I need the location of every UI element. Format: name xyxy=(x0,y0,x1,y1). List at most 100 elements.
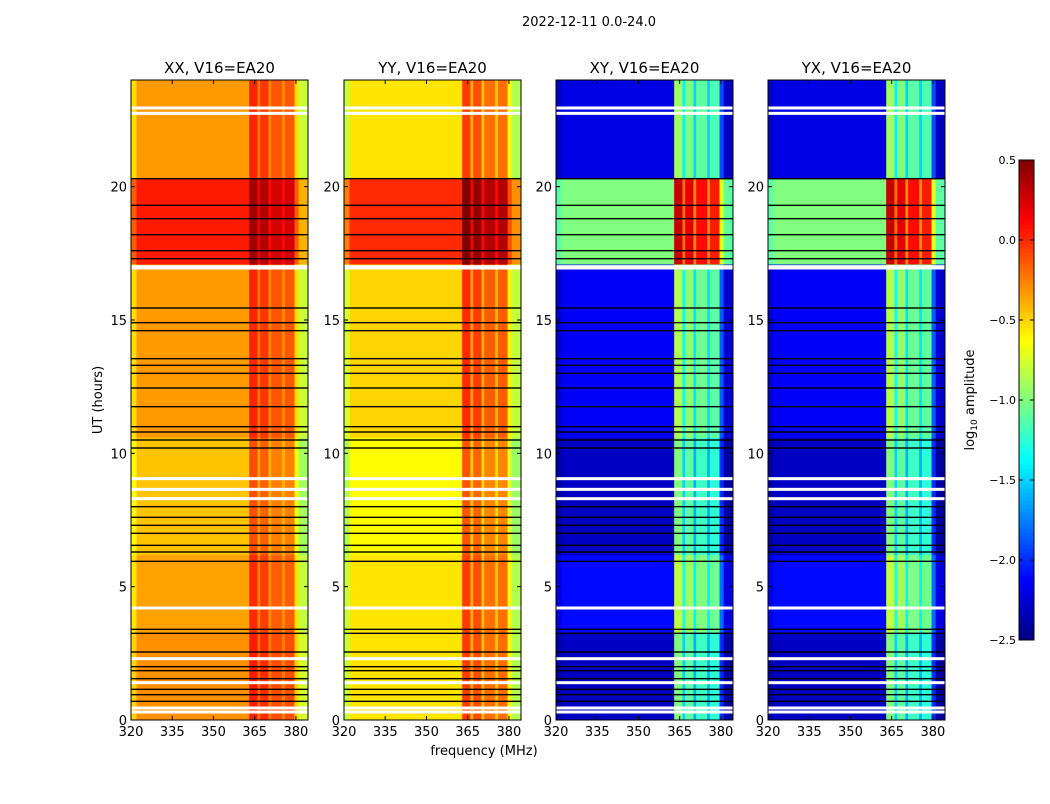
heatmap-cell xyxy=(282,178,286,265)
colorbar-segment xyxy=(1019,636,1034,641)
heatmap-cell xyxy=(136,264,250,438)
flag-line-white xyxy=(131,477,308,481)
heatmap-cell xyxy=(282,632,286,721)
heatmap-cell xyxy=(707,437,711,556)
colorbar-segment xyxy=(1019,184,1034,189)
flag-line-black xyxy=(344,532,521,535)
colorbar-segment xyxy=(1019,388,1034,393)
heatmap-cell xyxy=(709,80,721,180)
colorbar-label: log10 amplitude xyxy=(963,349,980,450)
flag-line-black xyxy=(768,677,945,680)
heatmap-cell xyxy=(298,632,309,721)
flag-line-black xyxy=(556,372,733,375)
flag-line-white xyxy=(768,265,945,269)
colorbar-segment xyxy=(1019,176,1034,181)
flag-line-black xyxy=(344,439,521,441)
flag-line-black xyxy=(556,532,733,535)
flag-line-black xyxy=(556,387,733,389)
y-tick-label: 5 xyxy=(332,581,340,596)
colorbar-segment xyxy=(1019,232,1034,237)
heatmap-cell xyxy=(268,554,272,633)
colorbar-segment xyxy=(1019,536,1034,541)
heatmap-cell xyxy=(561,554,675,633)
flag-line-white xyxy=(344,106,521,110)
colorbar-segment xyxy=(1019,600,1034,605)
heatmap-cell xyxy=(260,264,269,438)
colorbar-segment xyxy=(1019,272,1034,277)
x-tick-label: 365 xyxy=(879,725,904,740)
flag-line-black xyxy=(768,632,945,635)
flag-line-black xyxy=(556,249,733,252)
heatmap-cell xyxy=(497,437,509,556)
colorbar-segment xyxy=(1019,400,1034,405)
heatmap-cell xyxy=(935,80,946,180)
colorbar-segment xyxy=(1019,284,1034,289)
flag-line-black xyxy=(344,431,521,433)
heatmap-cell xyxy=(257,437,261,556)
flag-line-white xyxy=(344,710,521,714)
flag-line-black xyxy=(344,560,521,563)
heatmap-cell xyxy=(495,264,499,438)
colorbar-segment xyxy=(1019,320,1034,325)
flag-line-black xyxy=(131,439,308,441)
x-tick-label: 335 xyxy=(373,725,398,740)
heatmap-cell xyxy=(282,264,286,438)
heatmap-cell xyxy=(481,80,485,180)
flag-line-white xyxy=(556,706,733,710)
heatmap-cell xyxy=(768,632,774,721)
flag-line-black xyxy=(556,524,733,527)
flag-line-black xyxy=(768,387,945,389)
y-tick-label: 5 xyxy=(756,581,764,596)
heatmap-cell xyxy=(260,437,269,556)
colorbar-segment xyxy=(1019,404,1034,409)
heatmap-cell xyxy=(897,264,906,438)
flag-line-black xyxy=(344,651,521,653)
flag-line-black xyxy=(768,688,945,691)
heatmap-cell xyxy=(693,178,697,265)
heatmap-cell xyxy=(707,554,711,633)
heatmap-cell xyxy=(136,632,250,721)
flag-line-black xyxy=(131,217,308,220)
heatmap-cell xyxy=(723,264,734,438)
heatmap-cell xyxy=(709,437,721,556)
flag-line-black xyxy=(768,357,945,360)
colorbar-segment xyxy=(1019,576,1034,581)
heatmap-cell xyxy=(921,632,933,721)
y-tick-label: 20 xyxy=(323,181,340,196)
heatmap-cell xyxy=(905,80,909,180)
colorbar-segment xyxy=(1019,580,1034,585)
flag-line-black xyxy=(344,307,521,309)
flag-line-black xyxy=(344,233,521,236)
colorbar-segment xyxy=(1019,328,1034,333)
colorbar-segment xyxy=(1019,504,1034,509)
flag-line-white xyxy=(131,657,308,661)
y-tick-label: 10 xyxy=(747,447,764,462)
y-axis-label: UT (hours) xyxy=(91,366,106,434)
heatmap-cell xyxy=(908,632,920,721)
flag-line-black xyxy=(768,516,945,519)
flag-line-black xyxy=(556,405,733,408)
flag-line-black xyxy=(556,364,733,367)
heatmap-cell xyxy=(507,80,513,180)
colorbar-segment xyxy=(1019,248,1034,253)
colorbar-segment xyxy=(1019,340,1034,345)
heatmap-cell xyxy=(723,80,734,180)
flag-line-black xyxy=(556,307,733,309)
heatmap-cell xyxy=(556,554,562,633)
flag-line-black xyxy=(768,233,945,236)
flag-line-black xyxy=(556,233,733,236)
flag-line-black xyxy=(344,425,521,428)
flag-line-white xyxy=(344,497,521,501)
flag-line-black xyxy=(768,372,945,375)
heatmap-cell xyxy=(905,632,909,721)
heatmap-cell xyxy=(260,554,269,633)
heatmap-cell xyxy=(935,632,946,721)
heatmap-cell xyxy=(481,632,485,721)
heatmap-cell xyxy=(298,178,309,265)
heatmap-cell xyxy=(723,554,734,633)
colorbar-segment xyxy=(1019,416,1034,421)
flag-line-white xyxy=(131,681,308,685)
y-tick-label: 20 xyxy=(110,181,127,196)
heatmap-cell xyxy=(271,554,283,633)
heatmap-cell xyxy=(919,264,923,438)
